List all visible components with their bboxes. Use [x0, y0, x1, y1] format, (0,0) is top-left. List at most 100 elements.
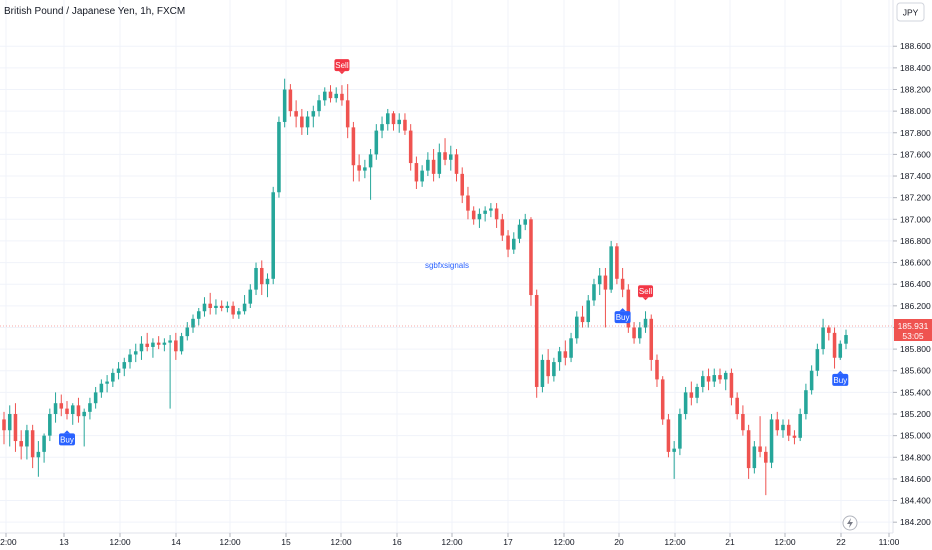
candle-body	[786, 424, 791, 436]
candle-body	[643, 318, 648, 328]
lightning-icon[interactable]	[842, 515, 858, 531]
candle	[122, 357, 127, 377]
signal-badge	[638, 285, 654, 298]
price-tick-label: 185.400	[900, 387, 931, 397]
candle	[723, 370, 728, 391]
candle	[208, 292, 212, 315]
candle-body	[300, 116, 304, 128]
candle-body	[448, 154, 453, 160]
candle-body	[288, 89, 293, 112]
candle-body	[408, 130, 413, 164]
candle	[448, 145, 453, 171]
candle-body	[277, 121, 281, 193]
candle-body	[162, 342, 167, 345]
candle	[288, 84, 293, 117]
signal-label: Buy	[616, 313, 630, 322]
candles	[2, 78, 848, 496]
time-axis[interactable]: 12:00 13 12:00 14 12:00 15 12:00 16 12:00 17 12:00…	[0, 533, 900, 547]
price-tick-label: 185.800	[900, 344, 931, 354]
candle	[271, 186, 275, 285]
signal-pointer	[338, 71, 345, 75]
candle	[609, 240, 613, 293]
candle	[317, 94, 321, 117]
candle-body	[70, 405, 75, 415]
candle	[718, 368, 722, 384]
candle	[764, 446, 768, 496]
candle	[65, 401, 69, 420]
candle-body	[380, 124, 384, 131]
candle-body	[59, 403, 64, 409]
time-tick-label: 14	[171, 537, 181, 547]
candle	[477, 208, 482, 228]
candle-body	[271, 192, 275, 279]
candle-body	[809, 370, 814, 391]
candle	[231, 301, 235, 319]
candle	[420, 165, 424, 187]
candle-body	[311, 111, 316, 117]
candle	[506, 230, 510, 258]
candle	[13, 403, 18, 452]
candle	[334, 87, 338, 103]
candle	[804, 383, 808, 420]
candle	[809, 365, 814, 395]
candle-body	[420, 170, 424, 182]
candle	[443, 138, 447, 166]
price-tick-label: 186.200	[900, 301, 931, 311]
price-tick-label: 184.600	[900, 474, 931, 484]
candle	[775, 411, 780, 436]
candle-body	[151, 342, 155, 347]
candle	[397, 113, 402, 133]
candle-body	[116, 368, 121, 373]
time-tick-label: 16	[392, 537, 402, 547]
candle	[426, 152, 430, 177]
candle-body	[99, 383, 104, 393]
chart-title: British Pound / Japanese Yen, 1h, FXCM	[4, 6, 185, 17]
buy-signal[interactable]: Buy	[614, 308, 631, 324]
candle-body	[838, 343, 843, 358]
candle	[626, 284, 631, 333]
sell-signal[interactable]: Sell	[638, 285, 654, 301]
candle-body	[317, 100, 321, 112]
candle-body	[225, 305, 230, 309]
candle	[305, 111, 310, 135]
buy-signal[interactable]: Buy	[832, 370, 849, 386]
candle-body	[202, 303, 207, 312]
candle-body	[557, 351, 562, 363]
price-tick-label: 186.600	[900, 258, 931, 268]
time-tick-label: 15	[281, 537, 291, 547]
currency-button[interactable]: JPY	[896, 2, 925, 22]
buy-signal[interactable]: Buy	[59, 430, 76, 446]
candle-body	[723, 372, 728, 380]
candle	[380, 116, 384, 139]
candle	[36, 441, 41, 477]
candle	[7, 405, 12, 447]
candle-body	[489, 208, 493, 211]
candle-body	[25, 430, 29, 447]
candle-body	[214, 305, 218, 309]
candle-body	[88, 403, 92, 412]
candle	[237, 308, 241, 319]
candle	[540, 354, 545, 393]
candle	[712, 368, 717, 387]
price-axis[interactable]: 188.600 188.400 188.200 188.000 187.800 187.6…	[893, 41, 931, 527]
candle	[2, 411, 6, 445]
candle	[517, 219, 522, 244]
candle	[580, 305, 585, 328]
candle-body	[517, 224, 522, 239]
candle-body	[242, 303, 247, 312]
candle-body	[133, 351, 138, 355]
candle	[242, 295, 247, 315]
candle	[832, 327, 837, 369]
candle	[82, 408, 86, 447]
price-tick-label: 186.800	[900, 236, 931, 246]
candle	[351, 121, 356, 182]
candle	[489, 203, 493, 218]
candle-body	[191, 318, 195, 328]
candle	[19, 430, 23, 460]
sell-signal[interactable]: Sell	[334, 59, 350, 75]
candle-body	[500, 219, 505, 236]
candle-body	[248, 289, 253, 304]
candle	[151, 338, 155, 358]
candle-body	[586, 300, 591, 323]
